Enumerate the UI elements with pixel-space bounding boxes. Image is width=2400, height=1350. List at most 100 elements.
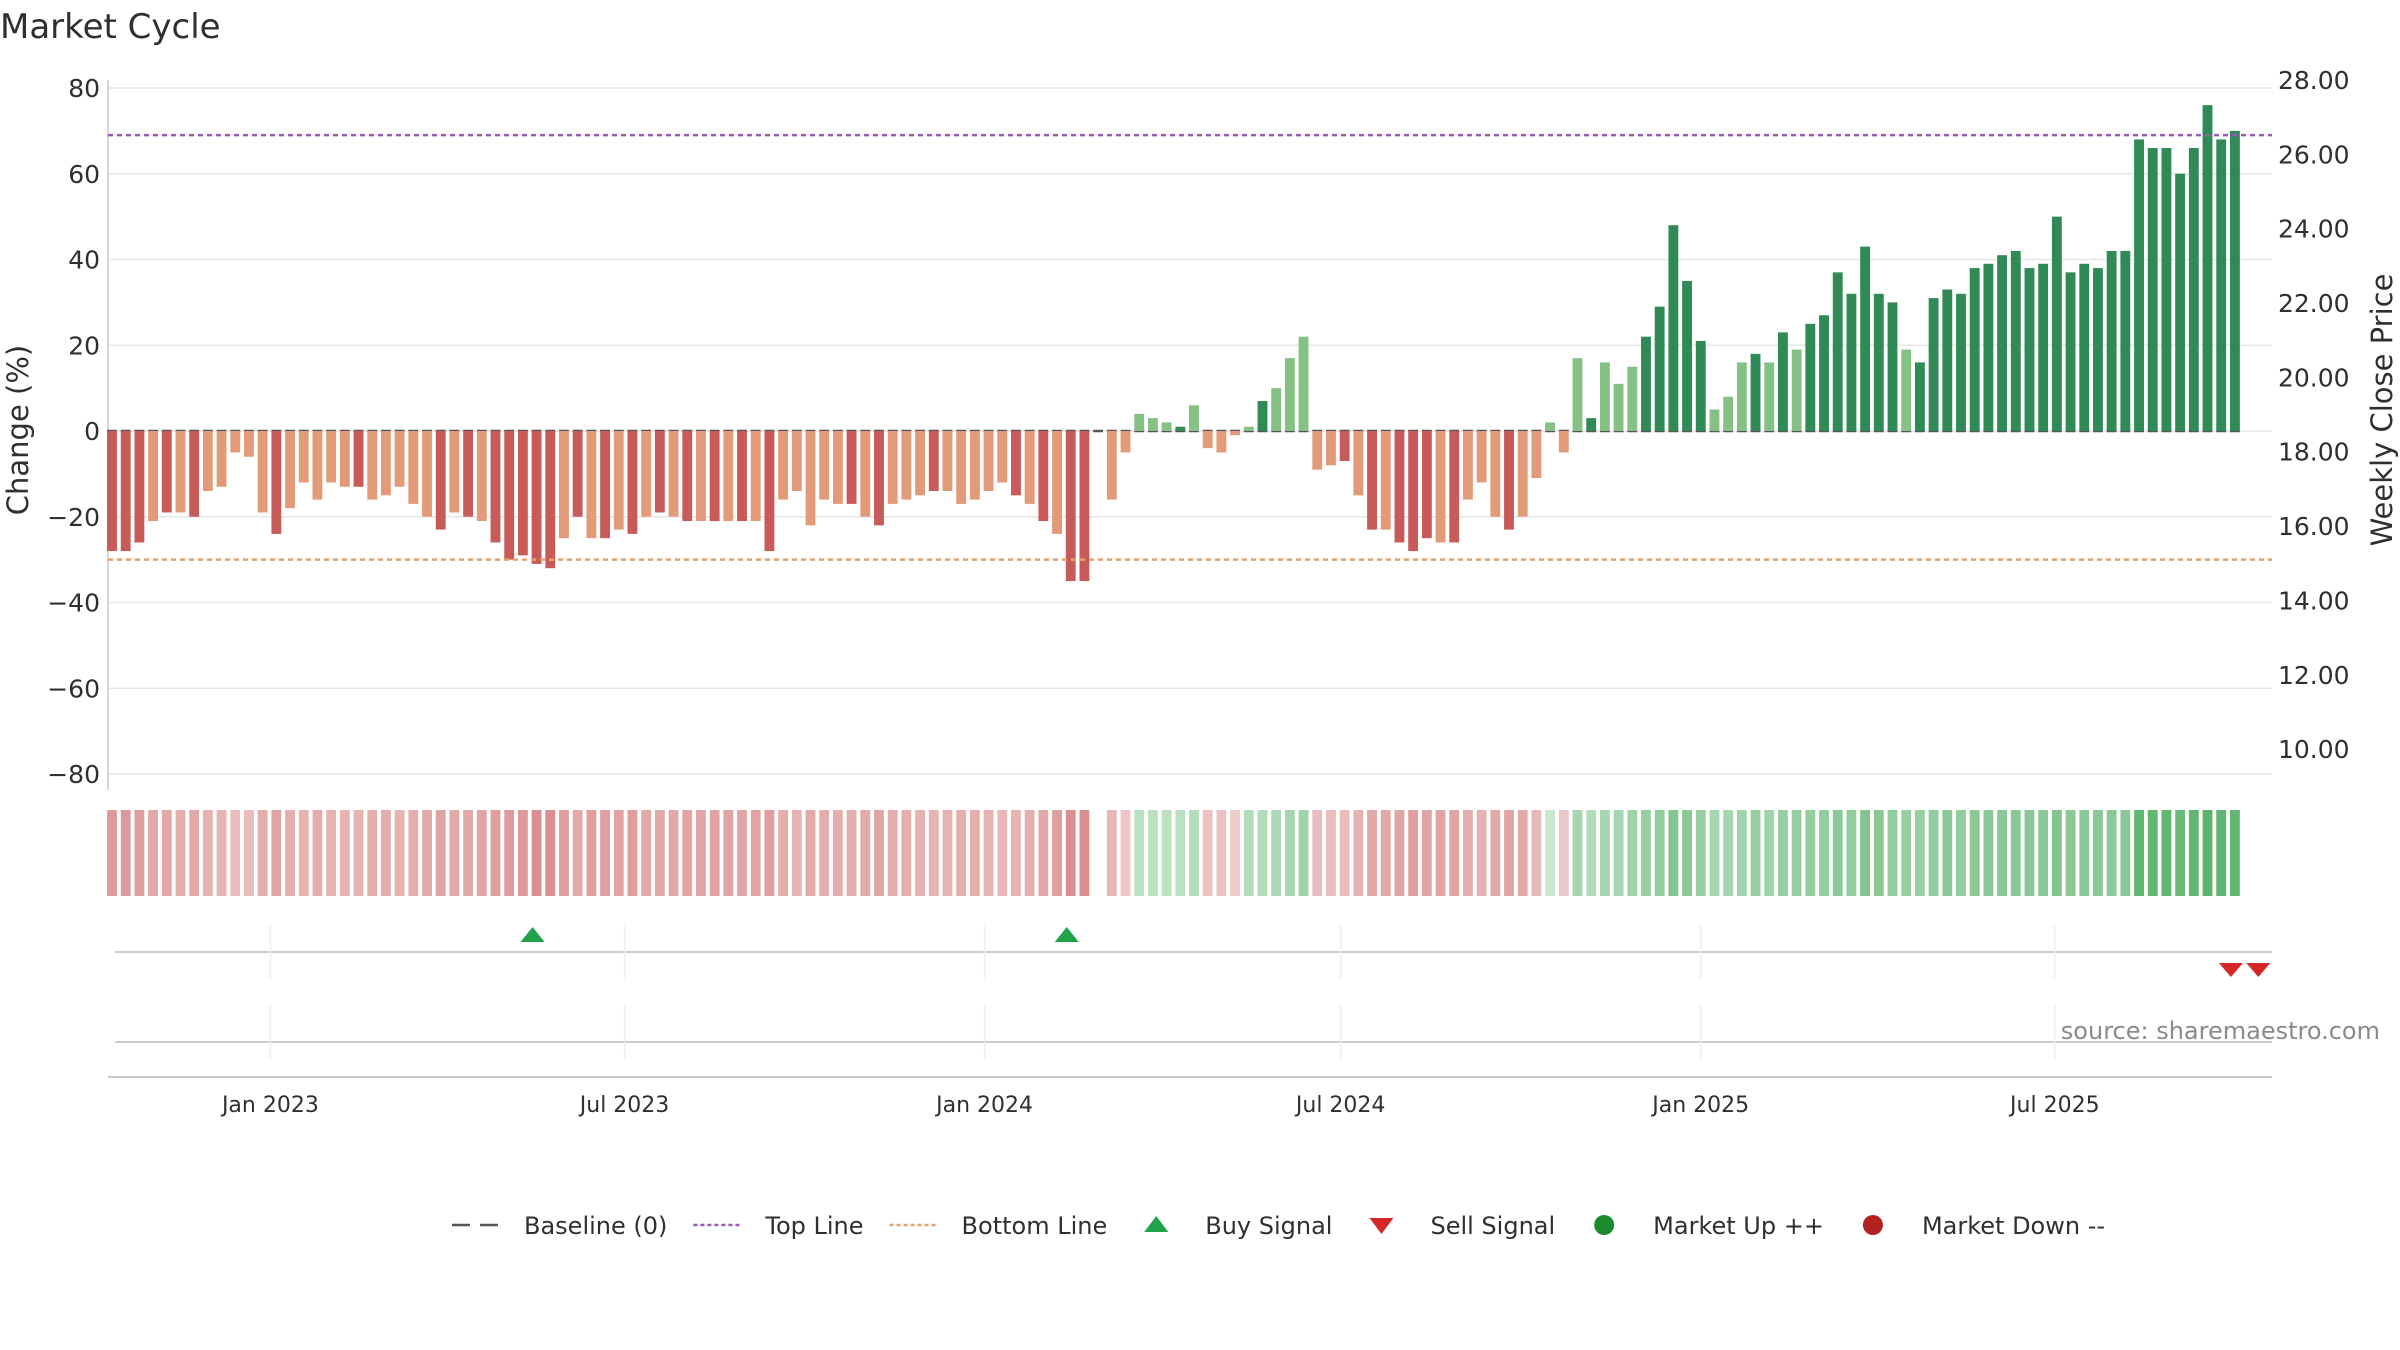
change-bar [449, 431, 460, 513]
heatmap-cell [1052, 810, 1062, 896]
heatmap-cell [517, 810, 528, 896]
heatmap-cell [696, 810, 706, 896]
change-bar [997, 431, 1008, 483]
x-tick-label: Jul 2023 [578, 1093, 670, 1118]
change-bar [2188, 148, 2199, 431]
change-bar [1189, 405, 1199, 431]
y2-tick-label: 26.00 [2278, 140, 2350, 169]
heatmap-cell [216, 810, 227, 896]
heatmap-cell [2065, 810, 2076, 896]
change-bar [1243, 426, 1254, 431]
change-bar [134, 431, 145, 543]
heatmap-cell [1079, 810, 1090, 896]
change-bar [1504, 431, 1514, 530]
heatmap-cell [1887, 810, 1898, 896]
heatmap-cell [928, 810, 939, 896]
heatmap-cell [1764, 810, 1775, 896]
heatmap-cell [1189, 810, 1199, 896]
change-bar [2024, 268, 2035, 431]
change-bar [2229, 130, 2240, 431]
change-bar [874, 431, 884, 526]
grid-lines [107, 80, 2272, 790]
heatmap-cell [2120, 810, 2131, 896]
heatmap-cell [1476, 810, 1487, 896]
change-bar [1531, 431, 1542, 479]
change-bar [1723, 396, 1734, 431]
heatmap-cell [1572, 810, 1583, 896]
heatmap-cell [161, 810, 172, 896]
heatmap-cell [326, 810, 337, 896]
y-tick-label: 20 [68, 331, 100, 360]
x-tick-label: Jan 2025 [1650, 1093, 1749, 1118]
change-bars [107, 105, 2240, 582]
change-bar [750, 431, 761, 522]
change-bar [1832, 272, 1843, 431]
heatmap-cell [1517, 810, 1528, 896]
source-credit: source: sharemaestro.com [2061, 1017, 2380, 1045]
heatmap-cell [435, 810, 446, 896]
x-tick-label: Jul 2024 [1294, 1093, 1386, 1118]
legend-label: Baseline (0) [524, 1212, 667, 1240]
change-bar [1956, 293, 1966, 431]
heatmap-cell [1243, 810, 1254, 896]
change-bar [791, 431, 802, 492]
heatmap-cell [846, 810, 857, 896]
change-bar [175, 431, 186, 513]
change-bar [723, 431, 734, 522]
heatmap-cell [1723, 810, 1734, 896]
change-bar [1257, 400, 1268, 431]
heatmap-cell [1271, 810, 1282, 896]
change-bar [2038, 263, 2049, 431]
heatmap-cell [2051, 810, 2062, 896]
heatmap-cell [1147, 810, 1158, 896]
change-bar [805, 431, 816, 526]
heatmap-cell [791, 810, 802, 896]
change-bar [1106, 431, 1117, 500]
heatmap-cell [1558, 810, 1569, 896]
change-bar [1065, 431, 1076, 582]
change-bar [737, 431, 747, 522]
buy-signal-marker [1054, 927, 1079, 942]
change-bar [572, 431, 583, 517]
change-bar [709, 431, 720, 522]
heatmap-cell [1312, 810, 1323, 896]
heatmap-cell [202, 810, 213, 896]
heatmap-cell [1942, 810, 1953, 896]
buy-signal-marker [520, 927, 545, 942]
heatmap-cell [1599, 810, 1610, 896]
change-bar [353, 431, 364, 487]
change-bar [1052, 431, 1062, 534]
heatmap-cell [1175, 810, 1186, 896]
change-bar [545, 431, 556, 569]
heatmap-cell [1011, 810, 1021, 896]
heatmap-cell [1435, 810, 1446, 896]
change-bar [230, 431, 241, 453]
heatmap-cell [1326, 810, 1336, 896]
change-bar [257, 431, 268, 513]
change-bar [1024, 431, 1035, 504]
change-bar [1791, 349, 1802, 431]
change-bar [394, 431, 405, 487]
y2-tick-label: 28.00 [2278, 66, 2350, 95]
change-bar [1641, 336, 1651, 431]
heatmap-cell [2216, 810, 2227, 896]
heatmap-cell [613, 810, 624, 896]
change-bar [1969, 268, 1980, 431]
change-bar [1627, 366, 1638, 431]
change-bar [1339, 431, 1350, 462]
heatmap-cell [750, 810, 761, 896]
change-bar [1764, 362, 1775, 431]
heatmap-cell [1969, 810, 1980, 896]
change-bar [1805, 323, 1816, 431]
reference-lines [108, 133, 2272, 561]
change-bar [1476, 431, 1487, 483]
change-bar [422, 431, 432, 517]
change-bar [463, 431, 474, 517]
y-axis-title: Change (%) [1, 345, 35, 515]
change-bar [531, 431, 542, 564]
change-bar [1819, 315, 1829, 431]
heatmap-cell [1778, 810, 1788, 896]
change-bar [654, 431, 665, 513]
y2-tick-label: 20.00 [2278, 363, 2350, 392]
